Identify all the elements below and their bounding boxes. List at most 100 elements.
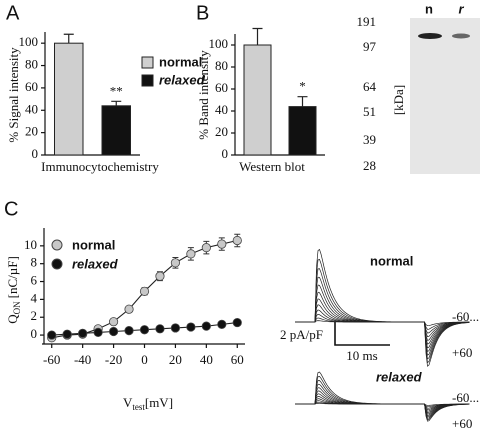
blot-band (418, 33, 442, 39)
range-label: +60 (452, 345, 472, 360)
data-point (170, 258, 181, 268)
data-point (139, 286, 150, 296)
x-axis-label: Western blot (239, 159, 305, 174)
current-trace (295, 258, 470, 364)
x-tick-label: -60 (43, 352, 60, 367)
blot-unit-label: [kDa] (391, 85, 406, 115)
legend-marker (51, 239, 63, 251)
legend-swatch (141, 56, 154, 69)
lane-label: r (458, 1, 464, 16)
y-tick-label: 2 (31, 308, 38, 323)
error-bar (111, 100, 122, 106)
bar (54, 42, 84, 156)
data-point (124, 326, 134, 336)
y-tick-label: 60 (25, 79, 38, 94)
legend-label: relaxed (72, 256, 119, 271)
data-point (155, 271, 165, 281)
legend-swatch (141, 74, 154, 87)
blot-background (410, 18, 480, 174)
y-tick-label: 0 (32, 146, 39, 161)
marker-label: 97 (363, 39, 377, 54)
y-axis-label: QON [nC/µF] (5, 256, 22, 324)
current-trace (295, 248, 470, 367)
error-bar (252, 27, 263, 45)
data-point (186, 322, 196, 332)
x-tick-label: 60 (231, 352, 244, 367)
range-label: -60... (452, 309, 479, 324)
scale-bar-label: 2 pA/pF (280, 327, 323, 342)
range-label: +60 (452, 416, 472, 431)
current-trace (295, 371, 470, 422)
y-label-main: Q (5, 314, 20, 324)
marker-label: 191 (357, 14, 377, 29)
y-tick-label: 10 (24, 237, 37, 252)
legend-label: relaxed (159, 72, 206, 87)
lane-label: n (425, 1, 433, 16)
x-axis-label: Vtest[mV] (123, 395, 173, 412)
y-tick-label: 100 (19, 34, 39, 49)
x-label-sub: test (132, 402, 145, 412)
marker-label: 39 (363, 132, 376, 147)
x-tick-label: 20 (169, 352, 182, 367)
panel-letter: A (6, 2, 20, 24)
y-tick-label: 8 (31, 255, 38, 270)
x-label-unit: [mV] (145, 395, 173, 410)
current-trace (295, 393, 470, 413)
data-point (139, 325, 150, 335)
y-label-unit: [nC/µF] (5, 256, 20, 298)
x-axis-label: Immunocytochemistry (41, 159, 159, 174)
data-point (62, 329, 72, 339)
range-label: -60... (452, 390, 479, 405)
y-tick-label: 40 (25, 101, 38, 116)
y-tick-label: 100 (209, 36, 229, 51)
x-label-main: V (123, 395, 133, 410)
y-axis-label: % Band intensity (196, 50, 211, 140)
trace-label: normal (370, 253, 413, 268)
x-tick-label: -20 (105, 352, 122, 367)
error-bar (63, 33, 74, 44)
y-tick-label: 6 (31, 273, 38, 288)
data-point (47, 330, 57, 340)
data-point (108, 317, 119, 327)
annotation: ** (110, 83, 123, 98)
y-tick-label: 0 (222, 146, 229, 161)
trace-label: relaxed (376, 369, 423, 384)
marker-label: 28 (363, 158, 376, 173)
y-tick-label: 40 (215, 102, 228, 117)
y-tick-label: 20 (215, 124, 228, 139)
y-axis-label: % Signal intensity (6, 47, 21, 143)
data-point (93, 327, 103, 337)
x-tick-label: -40 (74, 352, 91, 367)
data-point (108, 326, 119, 337)
scale-bar-label: 10 ms (346, 348, 377, 363)
annotation: * (299, 79, 306, 94)
data-point (78, 328, 88, 338)
panel-letter: B (196, 2, 209, 24)
x-tick-label: 0 (141, 352, 148, 367)
legend-marker (51, 258, 63, 270)
data-point (155, 324, 165, 334)
data-point (124, 304, 134, 314)
data-point (232, 235, 242, 246)
data-point (217, 239, 227, 249)
panel-letter: C (4, 198, 18, 220)
legend-label: normal (72, 237, 115, 252)
y-tick-label: 80 (25, 57, 38, 72)
bar (243, 44, 272, 156)
bar (101, 105, 131, 156)
legend-label: normal (159, 54, 202, 69)
data-point (170, 323, 181, 333)
y-tick-label: 4 (31, 290, 38, 305)
data-point (186, 249, 196, 259)
y-tick-label: 80 (215, 58, 228, 73)
scale-bar (334, 322, 390, 346)
data-point (217, 319, 227, 329)
blot-band (452, 33, 470, 39)
data-point (201, 321, 211, 331)
y-tick-label: 60 (215, 80, 228, 95)
marker-label: 64 (363, 79, 377, 94)
x-tick-label: 40 (200, 352, 213, 367)
y-tick-label: 20 (25, 124, 38, 139)
data-point (201, 243, 211, 253)
